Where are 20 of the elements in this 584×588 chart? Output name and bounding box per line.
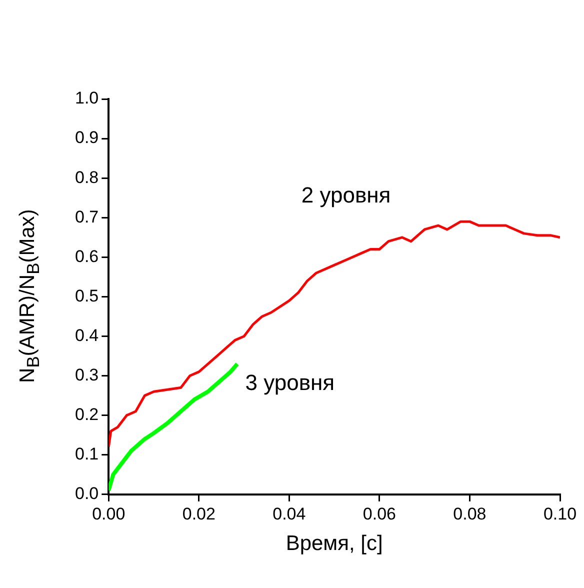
x-tick-label: 0.10: [543, 504, 577, 524]
y-tick-label: 0.8: [74, 168, 99, 187]
y-tick-label: 0.3: [74, 365, 99, 384]
y-tick-label: 0.7: [74, 207, 99, 226]
y-tick-label: 0.4: [74, 326, 99, 345]
x-tick-label: 0.00: [92, 504, 126, 524]
y-tick-label: 1.0: [74, 88, 99, 108]
y-tick-label: 0.5: [74, 286, 99, 306]
x-tick-label: 0.04: [272, 504, 306, 524]
y-tick-label: 0.1: [74, 444, 99, 464]
y-tick-label: 0.6: [74, 246, 99, 266]
x-tick-label: 0.02: [182, 504, 216, 524]
series-label: 3 уровня: [245, 370, 335, 395]
series-label: 2 уровня: [301, 182, 391, 208]
x-axis-title: Время, [с]: [286, 532, 383, 556]
y-tick-label: 0.9: [74, 128, 99, 148]
y-tick-label: 0.0: [74, 484, 99, 504]
x-tick-label: 0.08: [453, 504, 486, 524]
x-tick-label: 0.06: [362, 504, 396, 524]
y-tick-label: 0.2: [74, 405, 99, 424]
